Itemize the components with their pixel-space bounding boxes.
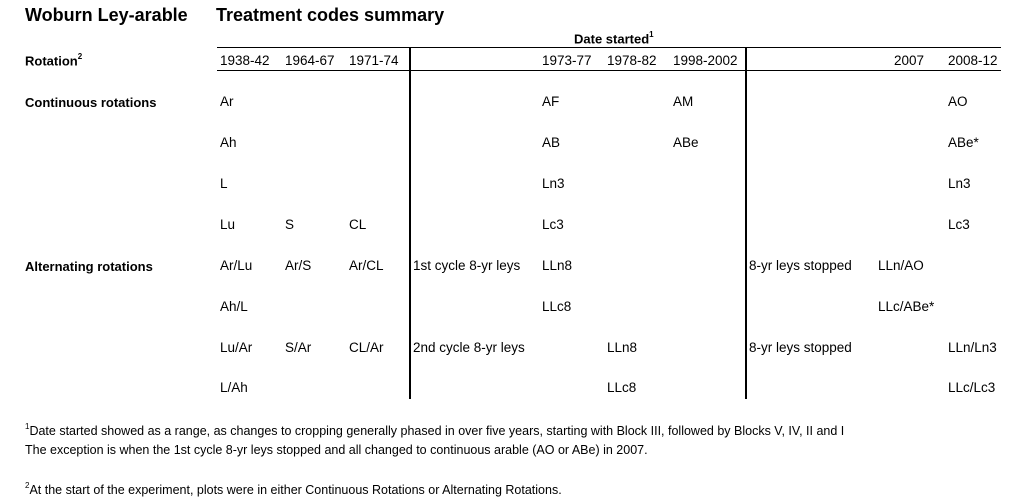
table-cell: Lc3	[542, 217, 564, 232]
date-started-header: Date started1	[574, 30, 654, 47]
table-cell: 1st cycle 8-yr leys	[413, 258, 521, 273]
year-1971-74: 1971-74	[349, 53, 399, 68]
table-cell: 8-yr leys stopped	[749, 340, 852, 355]
table-cell: L/Ah	[220, 380, 248, 395]
table-cell: AB	[542, 135, 561, 150]
table-cell: LLc8	[607, 380, 637, 395]
table-cell: Ln3	[948, 176, 971, 191]
table-cell: LLn8	[607, 340, 638, 355]
footnote-1-line-1: 1Date started showed as a range, as chan…	[25, 422, 845, 439]
table-cell: LLn/AO	[878, 258, 924, 273]
table-cell: LLc/Lc3	[948, 380, 996, 395]
year-2008-12: 2008-12	[948, 53, 998, 68]
table-cell: AO	[948, 94, 968, 109]
table-cell: Ar	[220, 94, 234, 109]
column-divider-right	[745, 48, 747, 399]
year-1978-82: 1978-82	[607, 53, 657, 68]
year-2007: 2007	[894, 53, 925, 68]
table-cell: Ah/L	[220, 299, 248, 314]
header-rule	[217, 47, 1001, 48]
table-cell: Lu/Ar	[220, 340, 253, 355]
table-cell: Ah	[220, 135, 237, 150]
group-continuous-label: Continuous rotations	[25, 95, 157, 110]
table-cell: LLn8	[542, 258, 573, 273]
table-cell: S	[285, 217, 295, 232]
table-cell: CL	[349, 217, 367, 232]
table-cell: L	[220, 176, 228, 191]
table-cell: ABe	[673, 135, 699, 150]
rotation-label: Rotation2	[25, 52, 83, 69]
table-cell: ABe*	[948, 135, 979, 150]
year-1964-67: 1964-67	[285, 53, 335, 68]
table-cell: Ar/Lu	[220, 258, 253, 273]
table-cell: AM	[673, 94, 694, 109]
document-title: Woburn Ley-arable	[25, 5, 188, 25]
table-cell: LLc/ABe*	[878, 299, 935, 314]
table-cell: Ar/CL	[349, 258, 384, 273]
year-1998-2002: 1998-2002	[673, 53, 738, 68]
footnote-2: 2At the start of the experiment, plots w…	[25, 481, 562, 498]
table-cell: 2nd cycle 8-yr leys	[413, 340, 525, 355]
table-cell: LLn/Ln3	[948, 340, 997, 355]
year-1973-77: 1973-77	[542, 53, 592, 68]
group-alternating-label: Alternating rotations	[25, 259, 153, 274]
table-cell: S/Ar	[285, 340, 312, 355]
footnote-1-line-2: The exception is when the 1st cycle 8-yr…	[25, 443, 648, 457]
year-1938-42: 1938-42	[220, 53, 270, 68]
document-subtitle: Treatment codes summary	[216, 5, 445, 25]
years-rule	[217, 70, 1001, 71]
table-cell: AF	[542, 94, 560, 109]
table-cell: Ln3	[542, 176, 565, 191]
column-divider-left	[409, 48, 411, 399]
table-cell: Ar/S	[285, 258, 312, 273]
table-cell: Lu	[220, 217, 236, 232]
table-cell: LLc8	[542, 299, 572, 314]
table-cell: Lc3	[948, 217, 970, 232]
table-cell: 8-yr leys stopped	[749, 258, 852, 273]
table-cell: CL/Ar	[349, 340, 384, 355]
